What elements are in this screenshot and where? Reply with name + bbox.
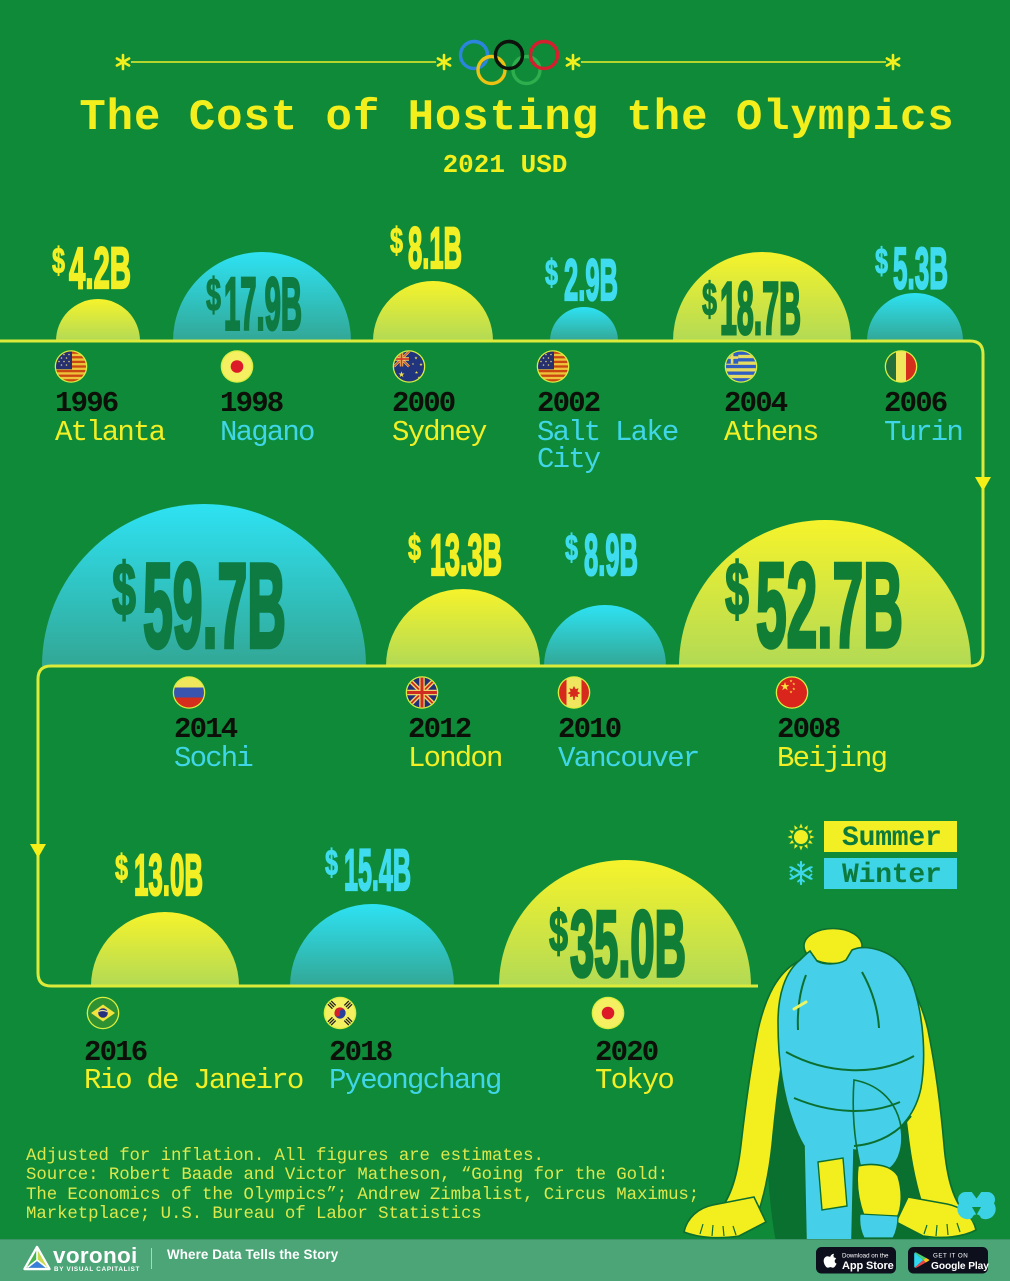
svg-text:App Store: App Store bbox=[842, 1260, 894, 1272]
svg-text:$: $ bbox=[549, 899, 568, 964]
svg-text:$: $ bbox=[325, 842, 338, 883]
svg-text:8.1B: 8.1B bbox=[408, 216, 462, 281]
svg-text:17.9B: 17.9B bbox=[224, 263, 302, 346]
svg-text:52.7B: 52.7B bbox=[756, 539, 903, 673]
svg-text:$: $ bbox=[725, 548, 749, 631]
svg-text:GET IT ON: GET IT ON bbox=[933, 1253, 968, 1260]
svg-text:13.3B: 13.3B bbox=[430, 523, 502, 588]
svg-text:59.7B: 59.7B bbox=[143, 539, 286, 673]
svg-text:5.3B: 5.3B bbox=[893, 237, 948, 302]
svg-text:35.0B: 35.0B bbox=[570, 891, 686, 996]
svg-text:$: $ bbox=[545, 252, 558, 293]
svg-text:15.4B: 15.4B bbox=[344, 838, 411, 903]
svg-text:$: $ bbox=[565, 527, 578, 568]
svg-text:Download on the: Download on the bbox=[842, 1253, 889, 1260]
svg-text:$: $ bbox=[206, 269, 221, 321]
svg-text:$: $ bbox=[115, 847, 128, 888]
svg-text:2.9B: 2.9B bbox=[564, 248, 618, 313]
svg-text:$: $ bbox=[702, 273, 717, 325]
svg-text:8.9B: 8.9B bbox=[584, 523, 638, 588]
svg-text:$: $ bbox=[52, 240, 65, 281]
svg-text:18.7B: 18.7B bbox=[720, 267, 801, 350]
svg-text:13.0B: 13.0B bbox=[134, 843, 203, 908]
svg-text:$: $ bbox=[408, 527, 421, 568]
svg-text:$: $ bbox=[390, 220, 403, 261]
svg-text:Google Play: Google Play bbox=[931, 1261, 989, 1272]
svg-text:4.2B: 4.2B bbox=[69, 236, 131, 301]
svg-text:$: $ bbox=[112, 548, 136, 631]
svg-text:$: $ bbox=[875, 241, 888, 282]
